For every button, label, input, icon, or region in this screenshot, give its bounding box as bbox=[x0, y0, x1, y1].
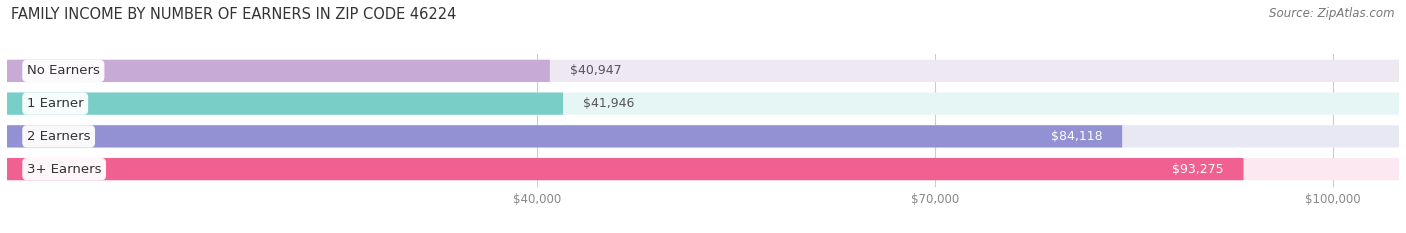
FancyBboxPatch shape bbox=[7, 125, 1122, 147]
FancyBboxPatch shape bbox=[7, 125, 1399, 147]
Text: No Earners: No Earners bbox=[27, 64, 100, 77]
FancyBboxPatch shape bbox=[7, 93, 562, 115]
Text: $84,118: $84,118 bbox=[1050, 130, 1102, 143]
FancyBboxPatch shape bbox=[7, 60, 1399, 82]
FancyBboxPatch shape bbox=[7, 60, 550, 82]
FancyBboxPatch shape bbox=[7, 158, 1243, 180]
Text: $41,946: $41,946 bbox=[583, 97, 634, 110]
FancyBboxPatch shape bbox=[7, 158, 1399, 180]
Text: FAMILY INCOME BY NUMBER OF EARNERS IN ZIP CODE 46224: FAMILY INCOME BY NUMBER OF EARNERS IN ZI… bbox=[11, 7, 457, 22]
FancyBboxPatch shape bbox=[7, 93, 1399, 115]
Text: 3+ Earners: 3+ Earners bbox=[27, 163, 101, 176]
Text: 1 Earner: 1 Earner bbox=[27, 97, 83, 110]
Text: Source: ZipAtlas.com: Source: ZipAtlas.com bbox=[1270, 7, 1395, 20]
Text: $40,947: $40,947 bbox=[569, 64, 621, 77]
Text: $93,275: $93,275 bbox=[1173, 163, 1223, 176]
Text: 2 Earners: 2 Earners bbox=[27, 130, 90, 143]
